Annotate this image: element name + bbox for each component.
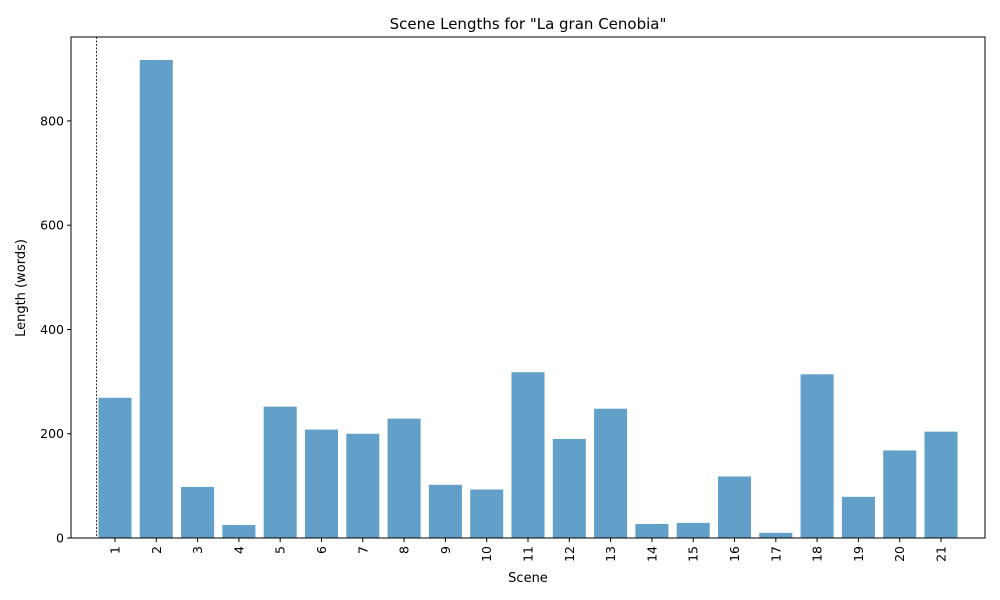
x-tick-label: 3 [190, 546, 205, 554]
x-tick-label: 12 [562, 546, 577, 562]
y-tick-label: 200 [40, 426, 64, 441]
x-tick-label: 4 [231, 546, 246, 554]
chart-title: Scene Lengths for "La gran Cenobia" [390, 15, 667, 33]
x-tick-label: 9 [438, 546, 453, 554]
bar-scene-19 [841, 496, 875, 538]
bar-scene-18 [800, 374, 834, 538]
bar-scene-12 [552, 438, 586, 538]
x-tick-label: 6 [314, 546, 329, 554]
x-tick-label: 17 [768, 546, 783, 562]
x-tick-label: 14 [644, 546, 659, 562]
x-axis: 1 2 3 4 5 6 7 8 9 10 11 12 13 14 15 16 17 18 19 20 21 [107, 538, 949, 562]
bars-group [98, 59, 958, 539]
x-tick-label: 21 [934, 546, 949, 562]
bar-scene-14 [635, 523, 669, 538]
x-tick-label: 1 [107, 546, 122, 554]
bar-scene-15 [676, 522, 710, 538]
x-tick-label: 20 [892, 546, 907, 562]
bar-scene-1 [98, 397, 132, 538]
x-tick-label: 13 [603, 546, 618, 562]
x-tick-label: 15 [686, 546, 701, 562]
x-tick-label: 19 [851, 546, 866, 562]
x-tick-label: 8 [397, 546, 412, 554]
y-tick-label: 800 [40, 113, 64, 128]
x-tick-label: 11 [521, 546, 536, 562]
x-axis-label: Scene [508, 571, 548, 586]
bar-scene-8 [387, 418, 421, 538]
bar-scene-7 [346, 433, 380, 538]
bar-scene-17 [759, 532, 793, 538]
y-axis-label: Length (words) [14, 239, 29, 337]
bar-scene-2 [139, 59, 173, 539]
bar-scene-20 [883, 450, 917, 538]
x-tick-label: 16 [727, 546, 742, 562]
bar-scene-6 [304, 429, 339, 538]
x-tick-label: 5 [273, 546, 288, 554]
bar-scene-11 [511, 372, 545, 538]
bar-scene-4 [222, 524, 256, 538]
x-tick-label: 18 [810, 546, 825, 562]
bar-scene-21 [924, 431, 958, 538]
x-tick-label: 10 [479, 546, 494, 562]
bar-scene-16 [717, 476, 752, 538]
bar-scene-5 [263, 406, 297, 538]
y-axis: 0 200 400 600 800 [40, 113, 71, 546]
x-tick-label: 2 [149, 546, 164, 554]
y-tick-label: 400 [40, 322, 64, 337]
bar-scene-3 [181, 486, 215, 538]
bar-scene-9 [428, 484, 462, 538]
y-tick-label: 0 [56, 531, 64, 546]
bar-scene-13 [594, 408, 628, 538]
x-tick-label: 7 [355, 546, 370, 554]
bar-scene-10 [470, 489, 504, 538]
y-tick-label: 600 [40, 218, 64, 233]
